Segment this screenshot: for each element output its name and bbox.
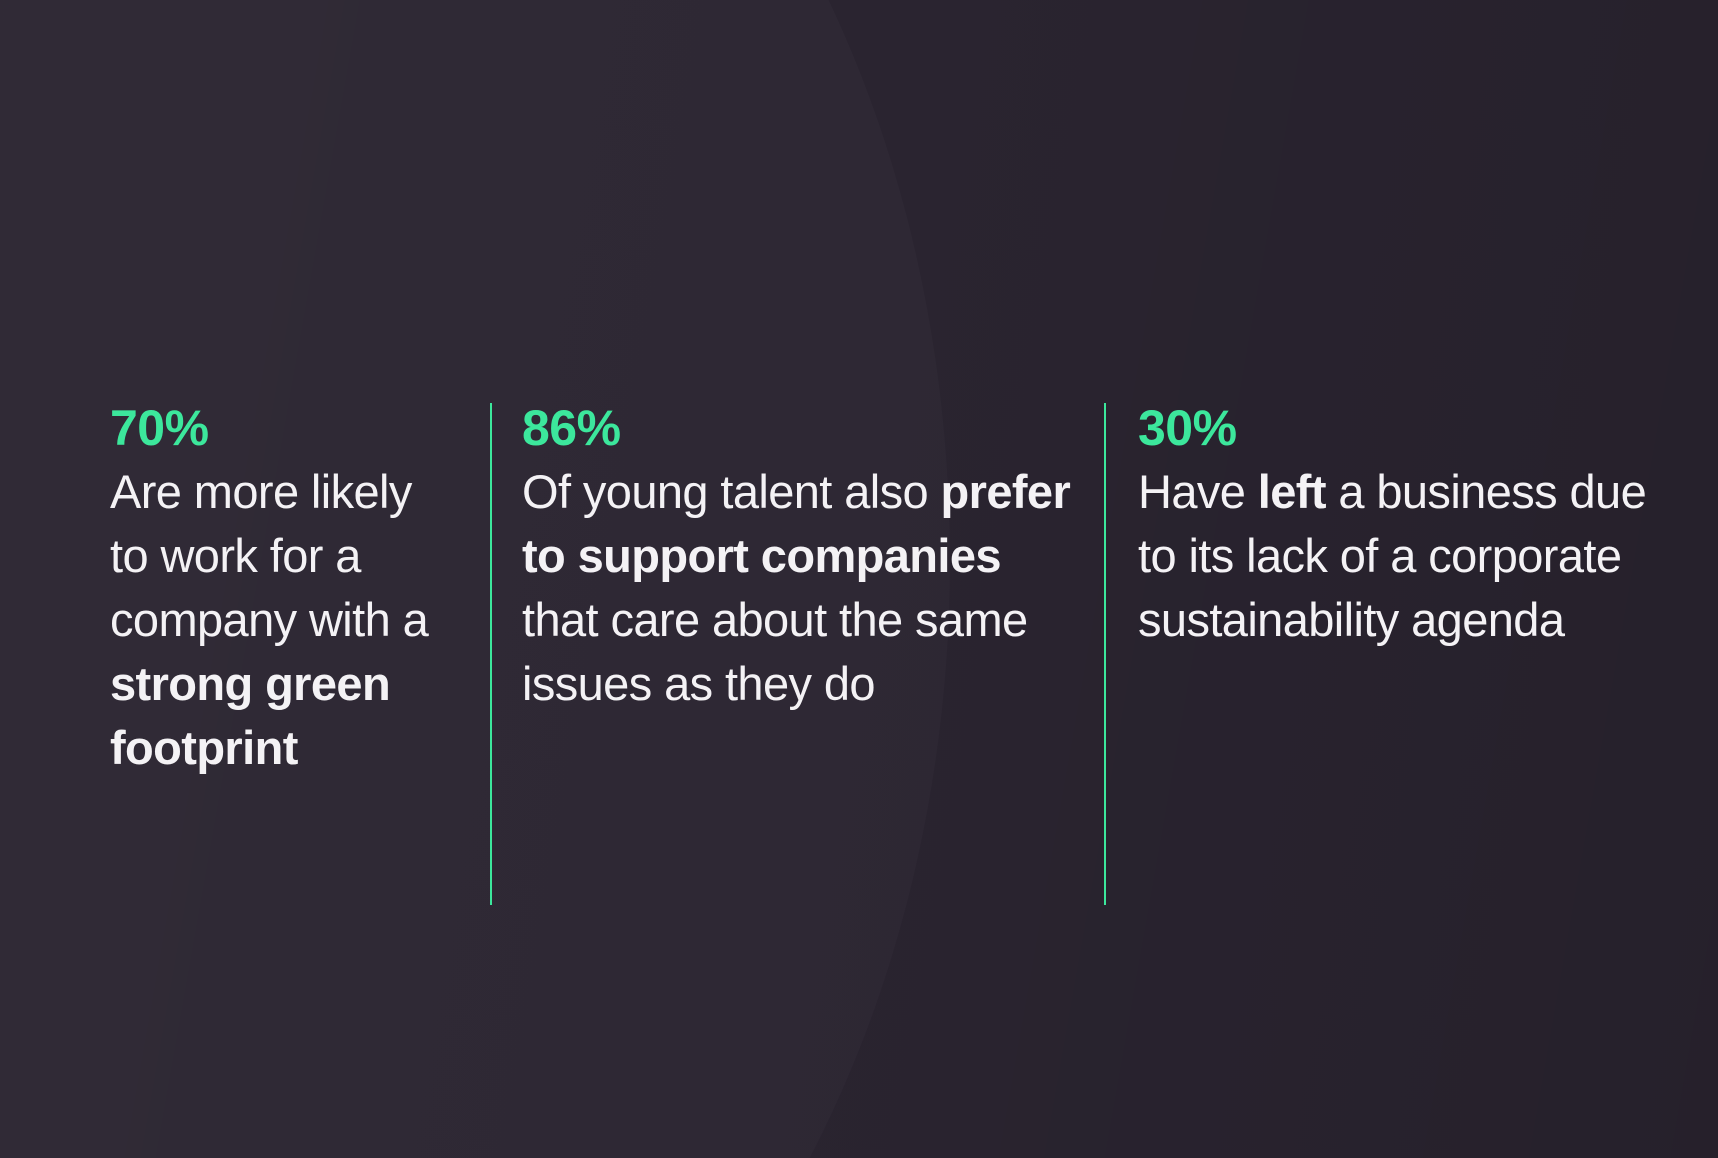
stat-column-2: 86% Of young talent also prefer to suppo… (490, 396, 1104, 905)
stat-value-1: 70% (110, 400, 209, 456)
stat-column-3: 30% Have left a business due to its lack… (1104, 396, 1718, 905)
stat-text-3: Have left a business due to its lack of … (1138, 465, 1647, 646)
stat-text-1: Are more likely to work for a company wi… (110, 465, 429, 774)
column-divider-2 (1104, 403, 1106, 905)
stat-text-2: Of young talent also prefer to support c… (522, 465, 1071, 710)
stats-row: 70% Are more likely to work for a compan… (0, 396, 1718, 905)
stat-value-2: 86% (522, 400, 621, 456)
stat-column-1: 70% Are more likely to work for a compan… (0, 396, 490, 780)
stat-value-3: 30% (1138, 400, 1237, 456)
column-divider-1 (490, 403, 492, 905)
